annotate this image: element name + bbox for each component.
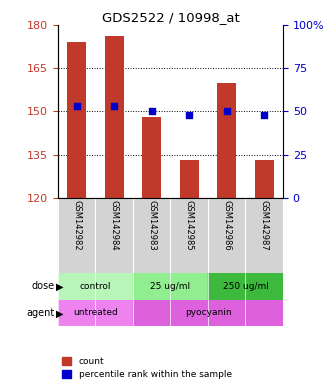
Text: untreated: untreated xyxy=(73,308,118,318)
Bar xyxy=(133,300,283,326)
FancyBboxPatch shape xyxy=(58,198,95,273)
Legend: count, percentile rank within the sample: count, percentile rank within the sample xyxy=(63,357,232,379)
Point xyxy=(112,103,117,109)
Bar xyxy=(208,273,283,300)
Bar xyxy=(58,300,133,326)
Text: ▶: ▶ xyxy=(56,282,64,292)
Bar xyxy=(255,161,274,198)
FancyBboxPatch shape xyxy=(95,198,133,273)
Point xyxy=(224,108,229,114)
Bar xyxy=(142,117,161,198)
Text: control: control xyxy=(80,281,111,291)
Point xyxy=(74,103,79,109)
Text: 25 ug/ml: 25 ug/ml xyxy=(150,281,191,291)
Text: GSM142983: GSM142983 xyxy=(147,200,156,251)
Text: dose: dose xyxy=(31,281,55,291)
Text: GSM142987: GSM142987 xyxy=(260,200,269,251)
FancyBboxPatch shape xyxy=(170,198,208,273)
Bar xyxy=(58,273,133,300)
Text: GSM142986: GSM142986 xyxy=(222,200,231,251)
Bar xyxy=(133,273,208,300)
Text: agent: agent xyxy=(26,308,55,318)
FancyBboxPatch shape xyxy=(133,198,170,273)
Point xyxy=(187,112,192,118)
Point xyxy=(261,112,267,118)
Text: ▶: ▶ xyxy=(56,309,64,319)
FancyBboxPatch shape xyxy=(246,198,283,273)
Bar xyxy=(67,42,86,198)
Text: GSM142982: GSM142982 xyxy=(72,200,81,251)
Bar xyxy=(217,83,236,198)
Text: GSM142985: GSM142985 xyxy=(185,200,194,251)
Text: pyocyanin: pyocyanin xyxy=(185,308,231,318)
Text: GSM142984: GSM142984 xyxy=(110,200,119,251)
Title: GDS2522 / 10998_at: GDS2522 / 10998_at xyxy=(102,11,239,24)
Bar xyxy=(105,36,123,198)
Bar xyxy=(180,161,199,198)
FancyBboxPatch shape xyxy=(208,198,246,273)
Text: 250 ug/ml: 250 ug/ml xyxy=(222,281,268,291)
Point xyxy=(149,108,154,114)
